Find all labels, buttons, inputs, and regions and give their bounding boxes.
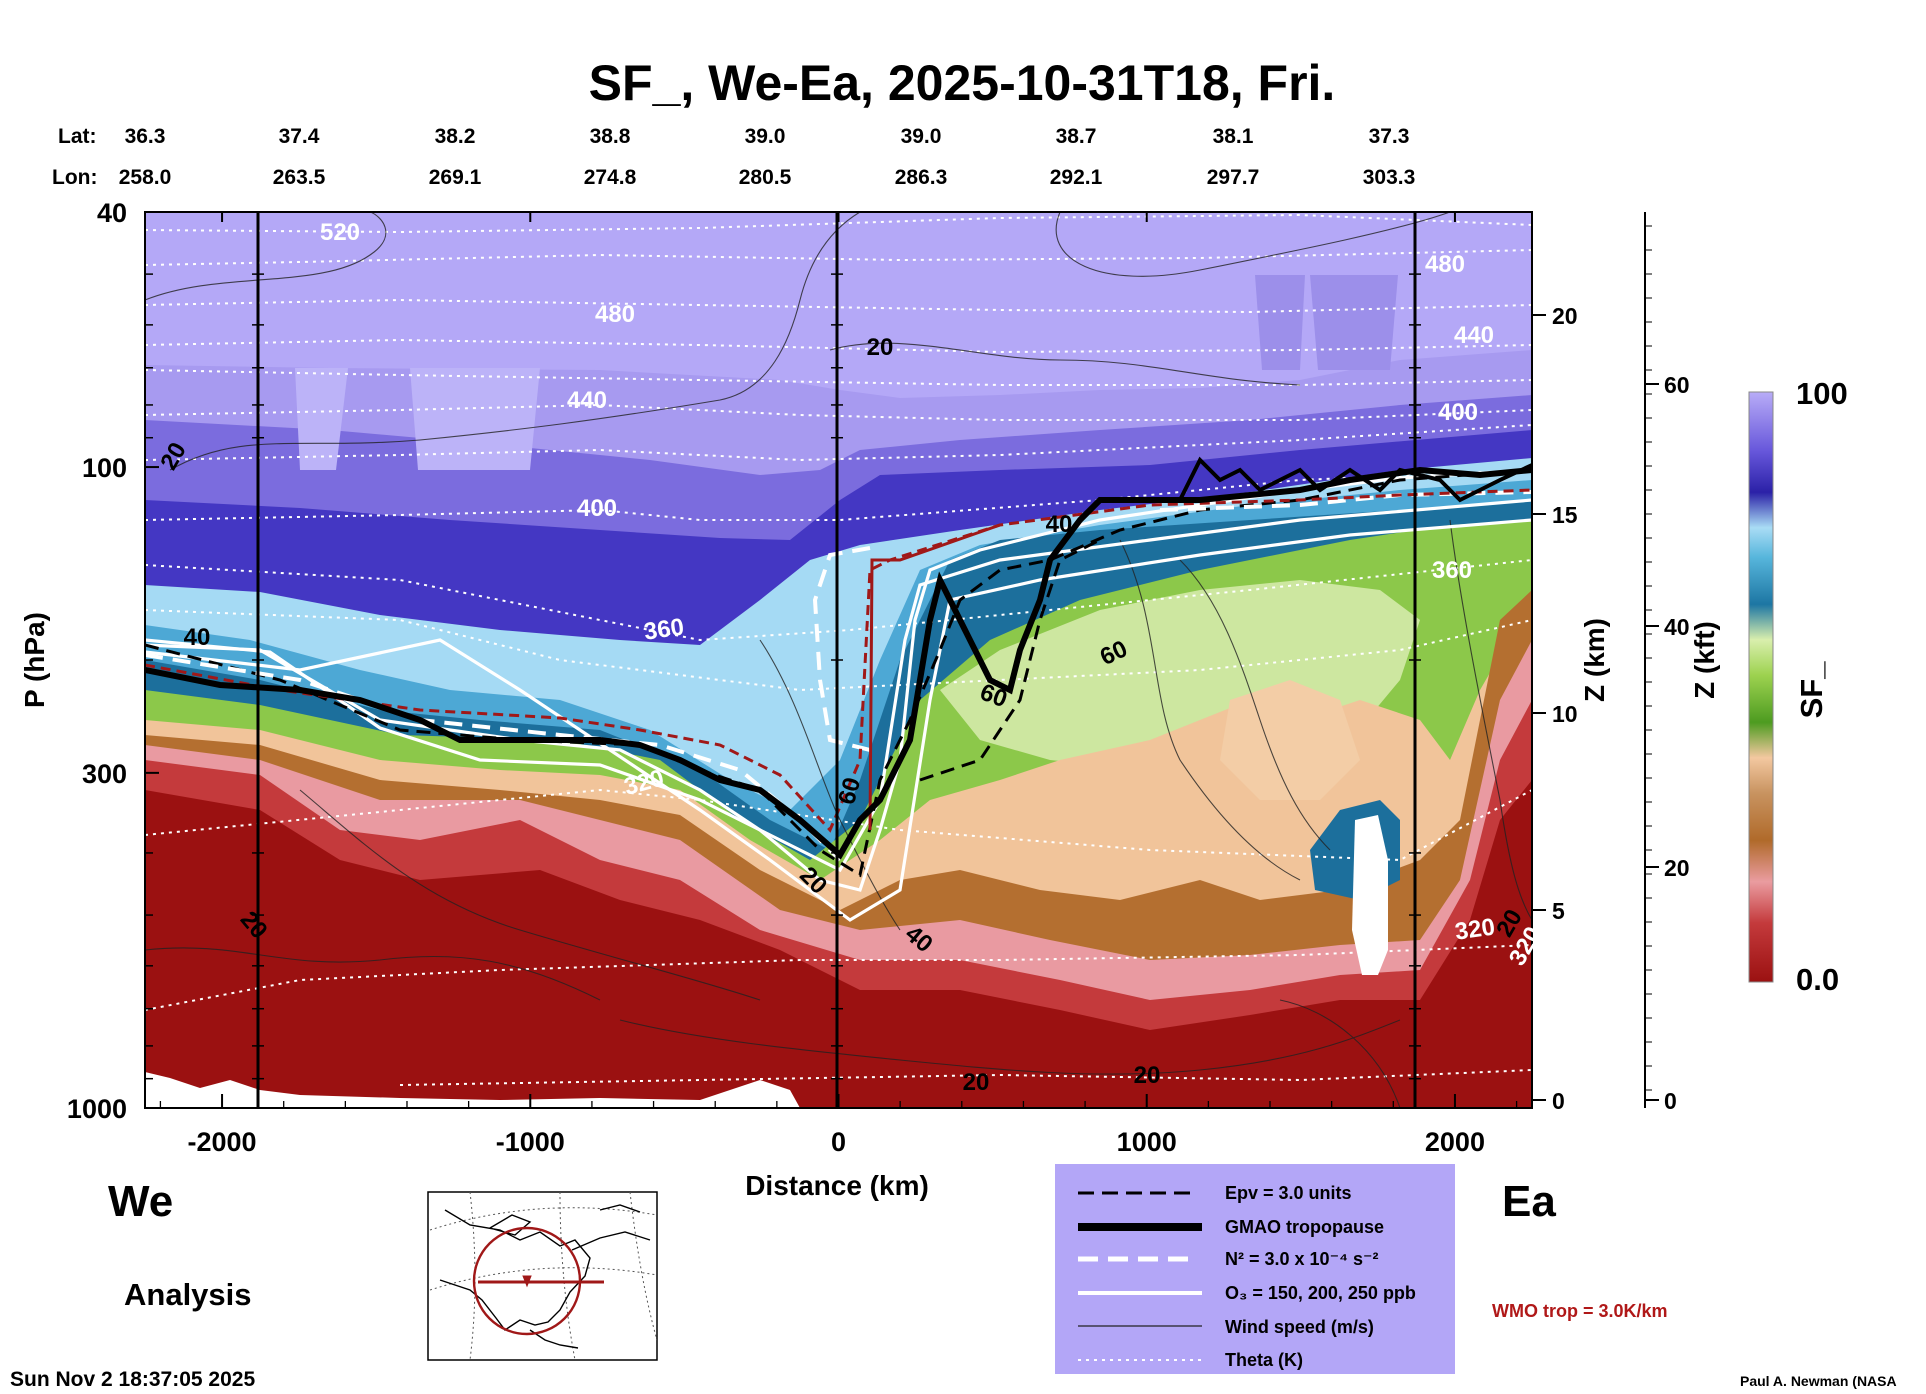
analysis-label: Analysis [124,1277,252,1312]
field-white-blob [1352,815,1388,975]
field-tan-east [1220,680,1360,800]
x-tick-label: 2000 [1425,1127,1485,1157]
legend-wind: Wind speed (m/s) [1225,1317,1374,1337]
z-km-tick-label: 5 [1552,898,1565,924]
map-center-star [522,1275,532,1288]
lat-lon-header: Lat: Lon: 36.3 37.4 38.2 38.8 39.0 39.0 38.7 38… [52,125,1415,189]
wind-contour-label: 20 [963,1069,990,1096]
x-tick-label: -2000 [188,1127,257,1157]
field-patch-4 [1310,275,1398,370]
lat-value: 38.7 [1056,125,1097,148]
x-axis-ticks: -2000 -1000 0 1000 2000 [159,212,1518,1157]
legend: Epv = 3.0 units GMAO tropopause N² = 3.0… [1055,1164,1455,1374]
lon-value: 274.8 [584,166,637,189]
legend-epv: Epv = 3.0 units [1225,1183,1352,1203]
colorbar: 100 0.0 SF_ [1748,376,1848,997]
theta-contour-label: 440 [567,387,607,414]
lon-value: 286.3 [895,166,948,189]
theta-contour-label: 400 [1438,399,1478,426]
theta-contours [145,213,1532,1086]
lon-label: Lon: [52,166,97,189]
z-km-tick-label: 15 [1552,502,1578,528]
x-tick-label: 1000 [1117,1127,1177,1157]
legend-box [1055,1164,1455,1374]
west-label: We [108,1177,173,1226]
colorbar-gradient [1748,391,1774,983]
legend-n2: N² = 3.0 x 10⁻⁴ s⁻² [1225,1249,1378,1269]
x-tick-label: 0 [831,1127,846,1157]
wind-contour-label: 40 [184,624,211,651]
field-patch-2 [410,368,540,470]
lon-value: 292.1 [1050,166,1103,189]
z-kft-tick-label: 40 [1664,614,1690,640]
lat-value: 36.3 [125,125,166,148]
x-axis-label: Distance (km) [745,1170,929,1201]
z-km-tick-label: 20 [1552,303,1578,329]
z-km-label: Z (km) [1579,618,1610,702]
z-kft-tick-label: 20 [1664,855,1690,881]
wind-contour-label: 40 [1046,511,1073,538]
theta-contour-label: 360 [1432,557,1472,584]
y-tick-label: 1000 [67,1094,127,1124]
wmo-note: WMO trop = 3.0K/km [1492,1301,1668,1321]
inset-map [427,1191,658,1361]
colorbar-min-label: 0.0 [1796,962,1839,997]
legend-theta: Theta (K) [1225,1350,1303,1370]
chart-title: SF_, We-Ea, 2025-10-31T18, Fri. [589,55,1336,111]
theta-contour-label: 480 [595,301,635,328]
x-tick-label: -1000 [496,1127,565,1157]
lat-value: 38.8 [590,125,631,148]
theta-contour-label: 440 [1454,322,1494,349]
lat-value: 38.1 [1213,125,1254,148]
map-coastlines [439,1204,651,1349]
theta-contour-label: 320 [1453,913,1496,945]
y-tick-label: 100 [82,453,127,483]
legend-gmao: GMAO tropopause [1225,1217,1384,1237]
z-km-axis: 20 15 10 5 0 [1532,303,1578,1114]
y-axis-label: P (hPa) [19,612,50,708]
colorbar-title: SF_ [1794,661,1829,719]
y-axis-ticks: 40 100 300 1000 [67,198,1421,1124]
wind-contour-label: 20 [1134,1062,1161,1089]
legend-o3: O₃ = 150, 200, 250 ppb [1225,1283,1416,1303]
y-tick-label: 40 [97,198,127,228]
lat-value: 37.4 [279,125,320,148]
z-kft-tick-label: 60 [1664,372,1690,398]
theta-contour-label: 400 [577,495,617,522]
gmao-tropopause [145,456,1532,860]
theta-contour-label: 360 [642,613,685,645]
terrain [145,1072,800,1108]
lat-value: 38.2 [435,125,476,148]
lat-value: 39.0 [901,125,942,148]
theta-contour-label: 480 [1425,251,1465,278]
lat-value: 39.0 [745,125,786,148]
field-patch-3 [1255,275,1305,370]
wmo-tropopause [145,488,1532,833]
lat-value: 37.3 [1369,125,1410,148]
z-kft-tick-label: 0 [1664,1088,1677,1114]
field-red-lower [145,780,1532,1108]
colorbar-max-label: 100 [1796,376,1848,411]
wind-contour-label: 20 [867,334,894,361]
lon-value: 269.1 [429,166,482,189]
z-kft-axis: 60 40 20 0 [1644,212,1690,1114]
field-patch-1 [295,368,348,470]
z-km-tick-label: 10 [1552,701,1578,727]
wind-contours [145,212,1532,1108]
credit: Paul A. Newman (NASA [1740,1373,1897,1389]
lon-value: 297.7 [1207,166,1260,189]
z-kft-label: Z (kft) [1689,621,1720,699]
z-km-tick-label: 0 [1552,1088,1565,1114]
theta-contour-label: 520 [320,219,360,246]
lon-value: 258.0 [119,166,172,189]
timestamp: Sun Nov 2 18:37:05 2025 [10,1368,255,1391]
lon-value: 263.5 [273,166,326,189]
lon-value: 303.3 [1363,166,1416,189]
lat-label: Lat: [58,125,97,148]
east-label: Ea [1502,1177,1556,1226]
lon-value: 280.5 [739,166,792,189]
y-tick-label: 300 [82,759,127,789]
